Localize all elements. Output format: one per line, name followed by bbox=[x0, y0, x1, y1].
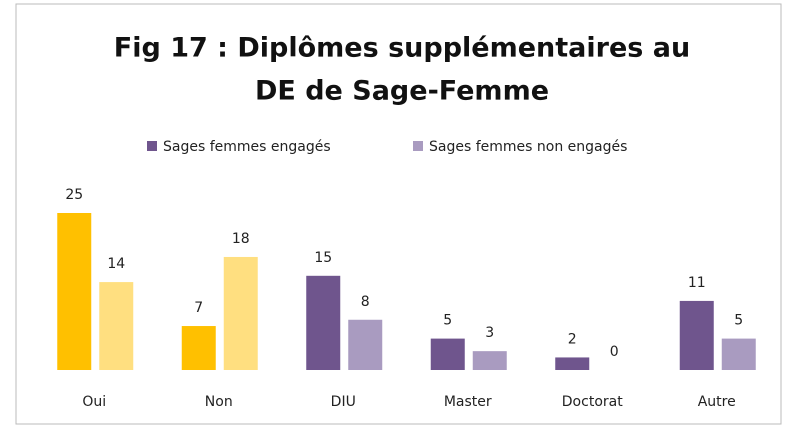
x-tick-label: DIU bbox=[331, 394, 356, 410]
bar bbox=[57, 213, 92, 370]
bar bbox=[181, 326, 216, 370]
legend-swatch bbox=[147, 141, 157, 151]
bar bbox=[679, 300, 714, 370]
data-label: 3 bbox=[485, 325, 494, 341]
legend-label: Sages femmes non engagés bbox=[429, 139, 627, 155]
bar bbox=[721, 338, 756, 370]
bar bbox=[348, 319, 383, 370]
data-label: 7 bbox=[194, 300, 203, 316]
bar bbox=[555, 357, 590, 370]
legend-swatch bbox=[413, 141, 423, 151]
chart-title: DE de Sage-Femme bbox=[255, 76, 549, 107]
x-tick-label: Non bbox=[205, 394, 233, 410]
data-label: 15 bbox=[314, 250, 332, 266]
data-label: 5 bbox=[734, 313, 743, 329]
data-label: 18 bbox=[232, 231, 250, 247]
bar bbox=[223, 256, 258, 370]
legend-label: Sages femmes engagés bbox=[163, 139, 331, 155]
data-label: 0 bbox=[610, 344, 619, 360]
chart-frame bbox=[15, 3, 782, 425]
x-tick-label: Oui bbox=[82, 394, 106, 410]
bar bbox=[430, 338, 465, 370]
chart-title: Fig 17 : Diplômes supplémentaires au bbox=[114, 33, 690, 64]
bar bbox=[99, 282, 134, 370]
x-tick-label: Autre bbox=[698, 394, 736, 410]
bar bbox=[472, 351, 507, 370]
data-label: 5 bbox=[443, 313, 452, 329]
x-tick-label: Doctorat bbox=[562, 394, 623, 410]
data-label: 2 bbox=[568, 331, 577, 347]
data-label: 14 bbox=[107, 256, 125, 272]
bar bbox=[306, 275, 341, 370]
data-label: 25 bbox=[65, 187, 83, 203]
data-label: 11 bbox=[688, 275, 706, 291]
data-label: 8 bbox=[361, 294, 370, 310]
x-tick-label: Master bbox=[444, 394, 492, 410]
